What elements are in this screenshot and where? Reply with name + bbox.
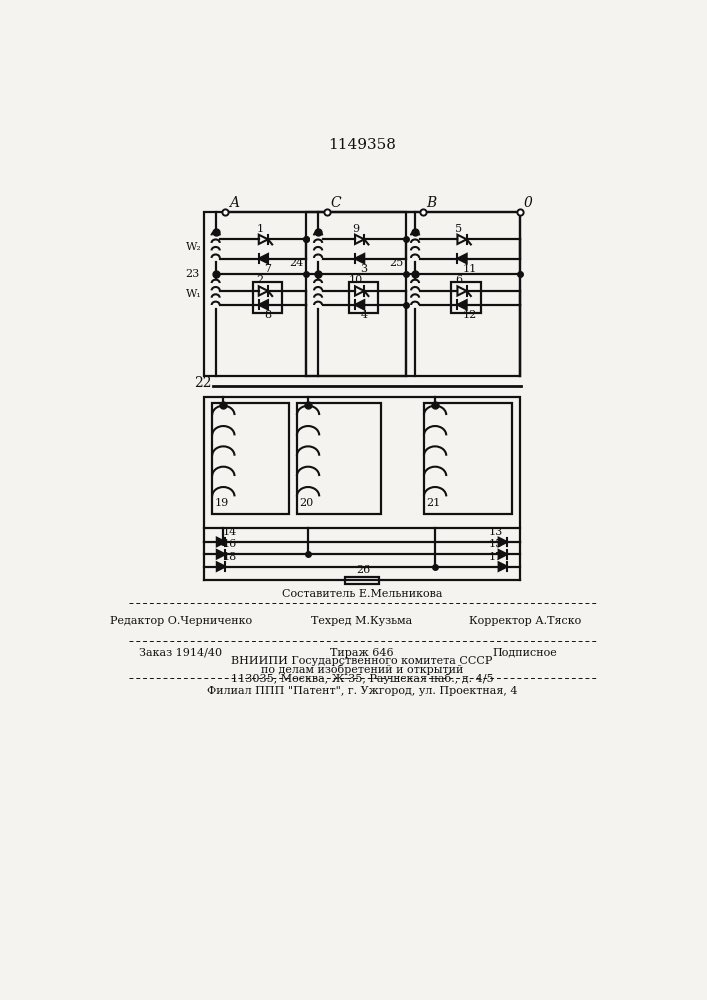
Text: 113035, Москва, Ж-35, Раушская наб., д. 4/5: 113035, Москва, Ж-35, Раушская наб., д. … <box>230 673 493 684</box>
Bar <box>423 403 512 514</box>
Text: 15: 15 <box>489 539 503 549</box>
Text: 2: 2 <box>257 275 264 285</box>
Text: 13: 13 <box>489 527 503 537</box>
Polygon shape <box>355 300 364 309</box>
Text: Составитель Е.Мельникова: Составитель Е.Мельникова <box>281 589 442 599</box>
Polygon shape <box>498 562 507 571</box>
Bar <box>451 282 481 313</box>
Text: 10: 10 <box>349 275 363 285</box>
Text: Корректор А.Тяско: Корректор А.Тяско <box>469 616 581 626</box>
Bar <box>212 403 288 514</box>
Text: Подписное: Подписное <box>493 648 558 658</box>
Polygon shape <box>217 550 226 559</box>
Polygon shape <box>217 562 226 571</box>
Bar <box>296 403 381 514</box>
Bar <box>345 577 379 584</box>
Text: 19: 19 <box>215 498 229 508</box>
Text: 23: 23 <box>186 269 200 279</box>
Text: Редактор О.Черниченко: Редактор О.Черниченко <box>110 616 252 626</box>
Text: 5: 5 <box>455 224 462 234</box>
Polygon shape <box>498 538 507 546</box>
Text: 17: 17 <box>489 552 503 562</box>
Text: 6: 6 <box>455 275 462 285</box>
Text: Техред М.Кузьма: Техред М.Кузьма <box>311 616 413 626</box>
Polygon shape <box>457 300 467 309</box>
Text: 26: 26 <box>356 565 370 575</box>
Text: C: C <box>330 196 341 210</box>
Text: 18: 18 <box>223 552 237 562</box>
Text: 0: 0 <box>524 196 532 210</box>
Text: по делам изобретений и открытий: по делам изобретений и открытий <box>261 664 463 675</box>
Bar <box>204 212 520 376</box>
Polygon shape <box>498 550 507 559</box>
Bar <box>252 282 282 313</box>
Text: 14: 14 <box>223 527 237 537</box>
Text: 1: 1 <box>257 224 264 234</box>
Polygon shape <box>355 254 364 263</box>
Bar <box>204 397 520 528</box>
Polygon shape <box>217 538 226 546</box>
Text: 25: 25 <box>390 258 404 268</box>
Polygon shape <box>259 300 268 309</box>
Text: W₂: W₂ <box>186 242 201 252</box>
Text: 11: 11 <box>463 264 477 274</box>
Text: Заказ 1914/40: Заказ 1914/40 <box>139 648 223 658</box>
Text: 7: 7 <box>264 264 271 274</box>
Text: 21: 21 <box>426 498 441 508</box>
Text: 20: 20 <box>300 498 314 508</box>
Text: 4: 4 <box>361 310 368 320</box>
Text: 22: 22 <box>194 376 211 390</box>
Text: 24: 24 <box>289 258 303 268</box>
Text: W₁: W₁ <box>186 289 201 299</box>
Text: 1149358: 1149358 <box>328 138 396 152</box>
Text: 3: 3 <box>361 264 368 274</box>
Text: 8: 8 <box>264 310 271 320</box>
Text: 16: 16 <box>223 539 237 549</box>
Text: A: A <box>229 196 239 210</box>
Text: Тираж 646: Тираж 646 <box>330 648 394 658</box>
Text: 12: 12 <box>463 310 477 320</box>
Polygon shape <box>259 254 268 263</box>
Text: 9: 9 <box>353 224 360 234</box>
Text: Филиал ППП "Патент", г. Ужгород, ул. Проектная, 4: Филиал ППП "Патент", г. Ужгород, ул. Про… <box>206 686 518 696</box>
Text: B: B <box>426 196 437 210</box>
Bar <box>305 212 406 376</box>
Bar <box>349 282 378 313</box>
Polygon shape <box>457 254 467 263</box>
Text: ВНИИПИ Государственного комитета СССР: ВНИИПИ Государственного комитета СССР <box>231 656 493 666</box>
